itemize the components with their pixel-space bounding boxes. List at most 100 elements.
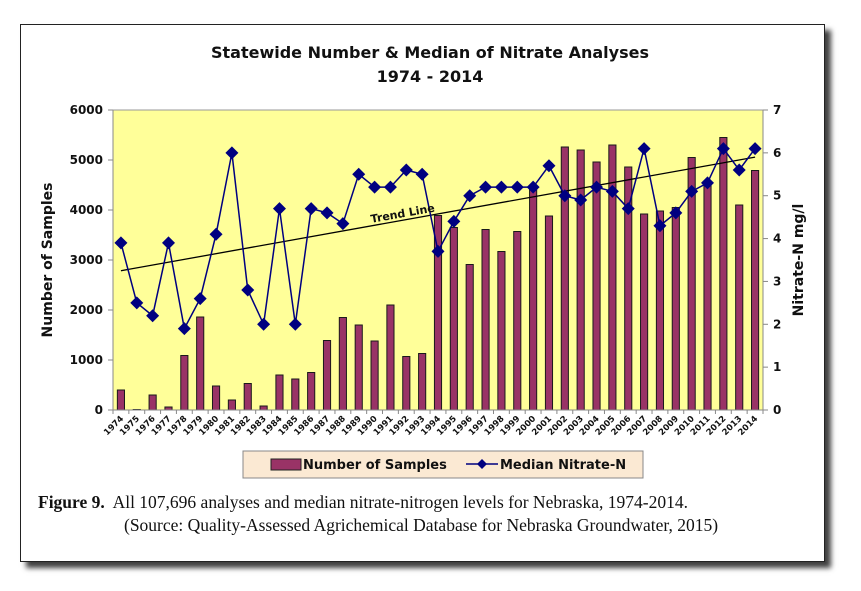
median-point [304,202,318,216]
y2-tick-label: 4 [773,232,781,246]
chart-subtitle: 1974 - 2014 [377,67,484,86]
median-point [716,142,730,156]
caption-label: Figure 9. [38,492,105,512]
bar [433,215,443,411]
y-tick-label: 3000 [70,253,103,267]
median-point [161,236,175,250]
y-axis-title: Number of Samples [40,183,56,338]
bar [560,146,569,411]
median-point [225,146,239,160]
bar [322,340,332,411]
legend-label-median: Median Nitrate-N [500,458,626,473]
bar [655,210,665,411]
median-point [209,227,223,241]
y2-tick-label: 6 [773,146,781,160]
median-point [257,317,271,331]
legend-label-samples: Number of Samples [303,458,447,473]
bar [196,316,205,411]
bar [497,251,506,411]
y-tick-label: 5000 [70,153,103,167]
median-point [368,180,382,194]
bar [211,385,221,411]
bar-series [116,137,760,411]
bar [418,353,427,411]
y-tick-label: 1000 [70,353,103,367]
median-point [526,180,540,194]
y2-axis-ticks: 0 1 2 3 4 5 6 7 [763,103,781,417]
median-point [558,189,572,203]
y2-tick-label: 7 [773,103,781,117]
median-point [590,180,604,194]
median-point [177,322,191,336]
bar [227,399,236,411]
median-point [463,189,477,203]
bar [608,144,617,411]
figure-caption: Figure 9. All 107,696 analyses and media… [38,491,838,537]
bar [592,161,601,411]
median-point [352,167,366,181]
y-tick-label: 4000 [70,203,103,217]
median-point [288,317,302,331]
bar [307,372,316,411]
bar [529,187,538,411]
median-point [685,184,699,198]
bar [465,264,474,411]
median-point [479,180,493,194]
y2-tick-label: 0 [773,403,781,417]
caption-source: (Source: Quality-Assessed Agrichemical D… [124,515,719,535]
bar [544,215,554,411]
median-point [336,217,350,231]
bar [116,389,125,411]
median-point [241,283,255,297]
y2-tick-label: 1 [773,360,781,374]
chart-title: Statewide Number & Median of Nitrate Ana… [211,43,649,62]
bar [671,207,680,411]
y2-tick-label: 5 [773,189,781,203]
bar [735,204,744,411]
y2-axis-title: Nitrate-N mg/l [791,204,807,317]
bar [640,213,649,411]
legend: Number of Samples Median Nitrate-N [242,450,644,479]
bar [275,374,284,411]
median-point [510,180,524,194]
bar [243,383,252,411]
y-tick-label: 0 [95,403,103,417]
bar [481,229,490,411]
bar [291,378,300,411]
bar [449,227,458,411]
bar [386,304,395,411]
bar [354,324,363,411]
median-point [146,309,160,323]
median-point [272,202,286,216]
caption-text: All 107,696 analyses and median nitrate-… [112,492,688,512]
median-point [637,142,651,156]
median-point [732,163,746,177]
median-point [415,167,429,181]
median-point [130,296,144,310]
bar [402,356,411,411]
y2-tick-label: 2 [773,317,781,331]
median-point [383,180,397,194]
median-point [621,202,635,216]
median-point [320,206,334,220]
bar [338,317,347,411]
median-point [574,193,588,207]
legend-diamond-icon [477,459,487,469]
median-point [399,163,413,177]
median-point [542,159,556,173]
median-point [447,214,461,228]
median-point [653,219,667,233]
legend-box [242,450,644,479]
median-point [605,184,619,198]
bar [180,355,189,411]
y-tick-label: 6000 [70,103,103,117]
bar [751,170,760,411]
median-point [494,180,508,194]
median-point [114,236,128,250]
median-point [701,176,715,190]
y-tick-label: 2000 [70,303,103,317]
median-point [748,142,762,156]
bar [148,394,157,411]
line-series [114,142,762,336]
median-point [193,292,207,306]
